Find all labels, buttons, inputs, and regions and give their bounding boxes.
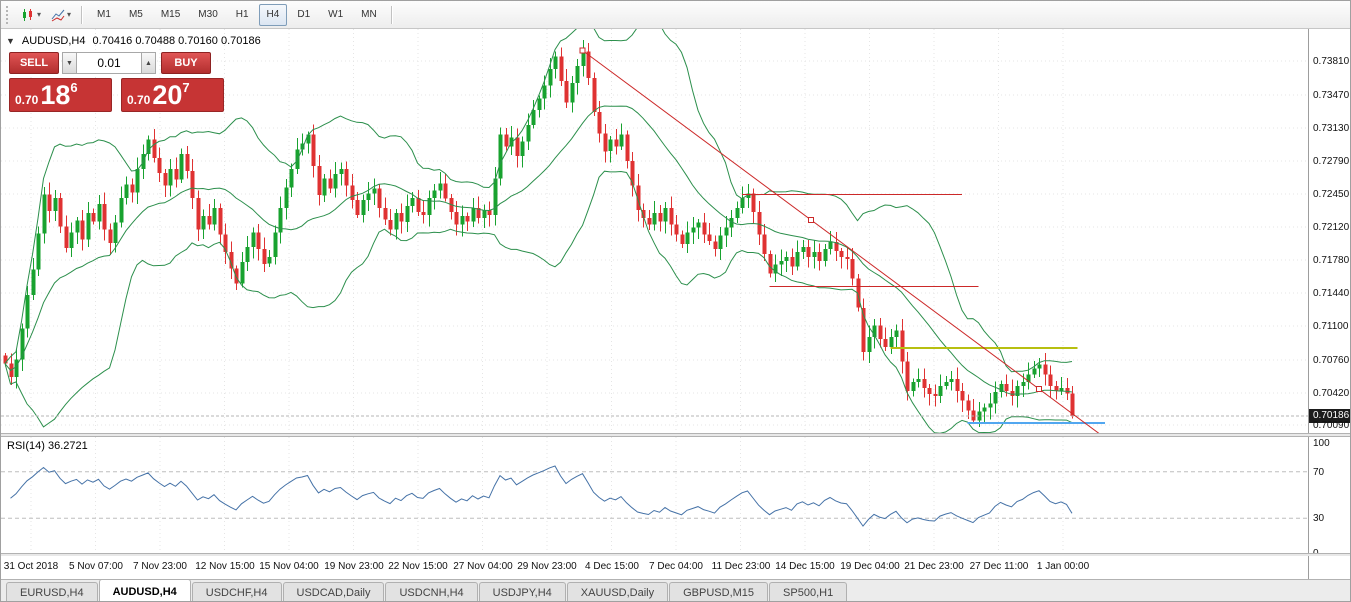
time-axis-label: 27 Nov 04:00: [453, 561, 513, 572]
time-axis-label: 7 Nov 23:00: [133, 561, 187, 572]
chart-tab-bar: EURUSD,H4 AUDUSD,H4 USDCHF,H4 USDCAD,Daily U…: [1, 579, 1350, 601]
indicators-button[interactable]: ▾: [47, 4, 75, 26]
timeframe-button-m5[interactable]: M5: [128, 9, 143, 20]
chart-tab-audusd[interactable]: AUDUSD,H4: [98, 579, 191, 601]
price-axis-label: 0.70420: [1313, 388, 1350, 399]
rsi-indicator-pane[interactable]: RSI(14) 36.2721: [1, 437, 1308, 553]
chart-ohlc-values: 0.70416 0.70488 0.70160 0.70186: [92, 35, 261, 47]
chart-tab-usdjpy[interactable]: USDJPY,H4: [478, 582, 566, 601]
chart-header: ▼ AUDUSD,H4 0.70416 0.70488 0.70160 0.70…: [6, 35, 261, 47]
time-axis-label: 19 Nov 23:00: [324, 561, 384, 572]
buy-button[interactable]: BUY: [161, 52, 211, 74]
price-axis-label: 0.72790: [1313, 156, 1350, 167]
chart-symbol-title: AUDUSD,H4: [21, 35, 86, 47]
chart-tab-usdcnh[interactable]: USDCNH,H4: [385, 582, 478, 601]
current-price-tag: 0.70186: [1309, 409, 1350, 423]
time-axis-label: 7 Dec 04:00: [649, 561, 703, 572]
time-axis-label: 14 Dec 15:00: [775, 561, 835, 572]
time-axis: 31 Oct 2018 5 Nov 07:00 7 Nov 23:00 12 Nov …: [1, 556, 1308, 579]
time-axis-label: 12 Nov 15:00: [195, 561, 255, 572]
sell-price-main: 18: [40, 80, 71, 110]
pane-splitter[interactable]: [1, 433, 1350, 437]
timeframe-button-h1[interactable]: H1: [235, 9, 249, 20]
rsi-axis-label: 70: [1313, 467, 1325, 478]
sell-price-pip: 6: [70, 80, 78, 95]
price-axis-label: 0.70760: [1313, 355, 1350, 366]
volume-input[interactable]: [77, 52, 141, 74]
time-axis-label: 21 Dec 23:00: [904, 561, 964, 572]
timeframe-button-w1[interactable]: W1: [328, 9, 344, 20]
toolbar-separator: [390, 5, 393, 24]
time-axis-label: 31 Oct 2018: [3, 561, 59, 572]
trade-panel-controls: SELL ▼ ▲ BUY: [9, 52, 224, 74]
chart-tab-usdcad[interactable]: USDCAD,Daily: [282, 582, 385, 601]
volume-increase-button[interactable]: ▲: [141, 52, 156, 74]
toolbar-grip[interactable]: [6, 5, 11, 24]
price-axis-label: 0.72450: [1313, 189, 1350, 200]
price-chart-canvas[interactable]: [1, 29, 1308, 433]
time-axis-label: 11 Dec 23:00: [711, 561, 771, 572]
time-axis-label: 22 Nov 15:00: [388, 561, 448, 572]
time-axis-label: 15 Nov 04:00: [259, 561, 319, 572]
main-chart-pane[interactable]: ▼ AUDUSD,H4 0.70416 0.70488 0.70160 0.70…: [1, 29, 1308, 433]
chart-tab-usdchf[interactable]: USDCHF,H4: [191, 582, 282, 601]
chart-tab-gbpusd[interactable]: GBPUSD,M15: [669, 582, 769, 601]
price-axis-label: 0.73810: [1313, 56, 1350, 67]
chart-type-button[interactable]: ▾: [17, 4, 45, 26]
buy-price-prefix: 0.70: [127, 93, 151, 107]
timeframe-button-mn[interactable]: MN: [361, 9, 377, 20]
timeframe-button-m15[interactable]: M15: [160, 9, 181, 20]
candlestick-chart-icon: [23, 8, 32, 21]
volume-decrease-button[interactable]: ▼: [62, 52, 77, 74]
time-axis-label: 5 Nov 07:00: [69, 561, 123, 572]
chevron-down-icon: ▾: [67, 10, 72, 19]
timeframe-toolbar: M1 M5 M15 M30 H1 H4 D1 W1 MN: [88, 3, 386, 26]
buy-price-pip: 7: [182, 80, 190, 95]
chart-tab-xauusd[interactable]: XAUUSD,Daily: [566, 582, 669, 601]
rsi-indicator-label: RSI(14) 36.2721: [7, 440, 88, 452]
buy-price-box[interactable]: 0.70 20 7: [121, 78, 224, 112]
timeframe-button-d1[interactable]: D1: [297, 9, 311, 20]
price-axis-label: 0.72120: [1313, 222, 1350, 233]
price-axis-label: 0.73470: [1313, 90, 1350, 101]
price-axis-label: 0.71780: [1313, 255, 1350, 266]
toolbar: ▾ ▾ M1 M5 M15 M30 H1 H4 D1 W1 MN: [1, 1, 1350, 29]
sell-button[interactable]: SELL: [9, 52, 59, 74]
rsi-axis-label: 30: [1313, 513, 1325, 524]
chart-tab-eurusd[interactable]: EURUSD,H4: [6, 582, 98, 601]
indicator-lines-icon: [51, 9, 65, 21]
rsi-axis-label: 100: [1313, 438, 1330, 449]
price-axis-label: 0.73130: [1313, 123, 1350, 134]
chevron-down-icon: ▾: [37, 10, 42, 19]
toolbar-separator: [81, 5, 84, 24]
pane-splitter[interactable]: [1, 553, 1350, 556]
chart-tab-sp500[interactable]: SP500,H1: [769, 582, 848, 601]
time-axis-label: 4 Dec 15:00: [585, 561, 639, 572]
timeframe-button-m30[interactable]: M30: [198, 9, 218, 20]
time-axis-label: 19 Dec 04:00: [840, 561, 900, 572]
one-click-trading-panel: SELL ▼ ▲ BUY 0.70 18 6 0.70 20 7: [9, 52, 224, 112]
buy-price-main: 20: [152, 80, 183, 110]
timeframe-button-h4[interactable]: H4: [258, 3, 288, 26]
sell-price-prefix: 0.70: [15, 93, 39, 107]
price-axis-label: 0.70090: [1313, 420, 1350, 431]
price-axis-label: 0.71100: [1313, 321, 1349, 332]
time-axis-label: 29 Nov 23:00: [517, 561, 577, 572]
one-click-panel-toggle[interactable]: ▼: [6, 35, 15, 46]
price-axis-label: 0.71440: [1313, 288, 1350, 299]
time-axis-label: 1 Jan 00:00: [1036, 561, 1090, 572]
timeframe-button-m1[interactable]: M1: [97, 9, 111, 20]
trade-panel-prices: 0.70 18 6 0.70 20 7: [9, 78, 224, 112]
price-axis: 0.70186 0.73810 0.73470 0.73130 0.72790 0.72…: [1308, 29, 1350, 579]
sell-price-box[interactable]: 0.70 18 6: [9, 78, 112, 112]
rsi-chart-canvas[interactable]: [1, 437, 1308, 553]
time-axis-label: 27 Dec 11:00: [969, 561, 1029, 572]
